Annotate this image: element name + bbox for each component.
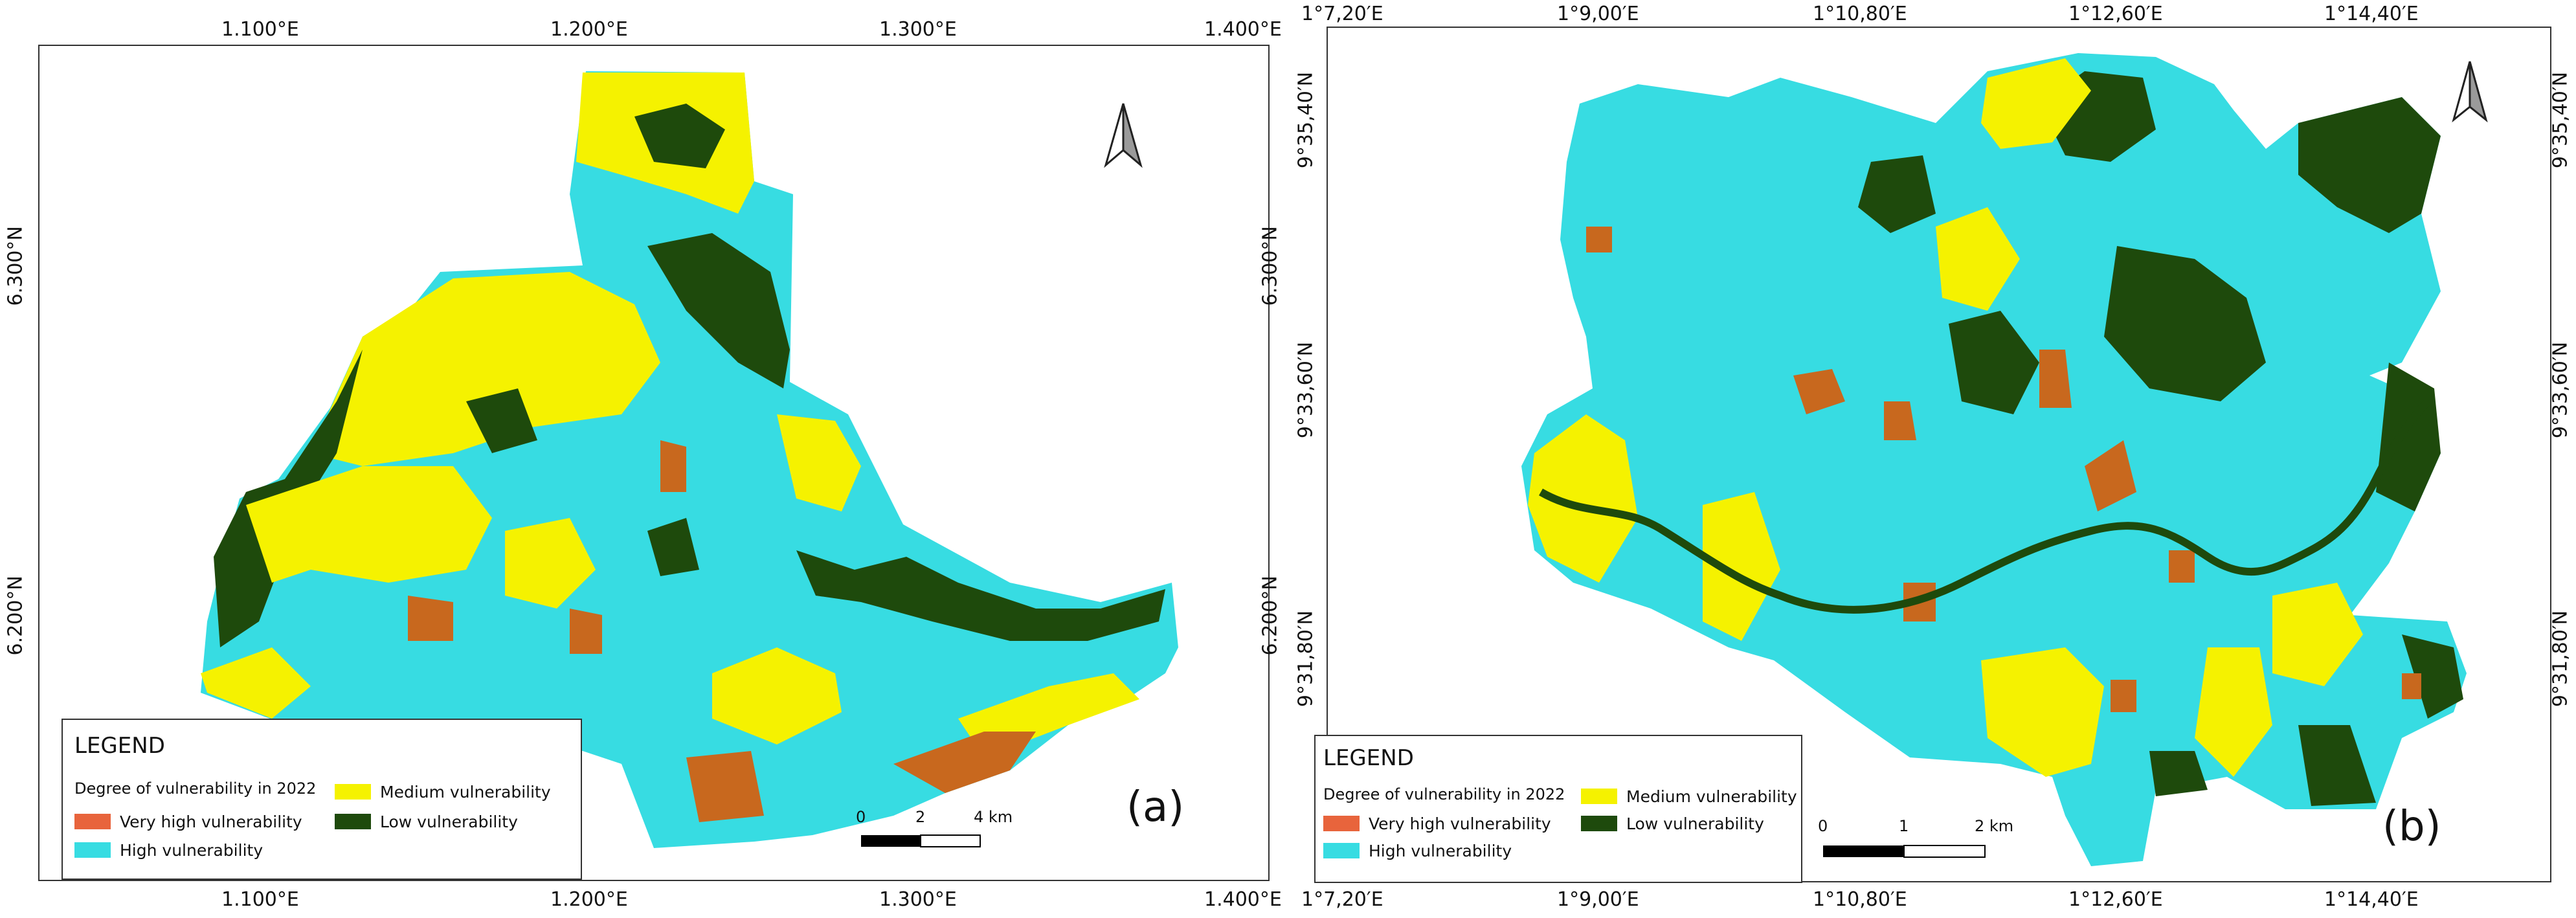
lon-tick: 1°10,80′E <box>1813 3 1907 25</box>
legend-label: High vulnerability <box>120 840 263 860</box>
legend-item-very-high: Very high vulnerability <box>74 812 302 831</box>
legend-subtitle: Degree of vulnerability in 2022 <box>74 779 317 798</box>
scale-label: 0 <box>856 808 866 826</box>
lon-tick: 1°9,00′E <box>1557 3 1639 25</box>
lat-tick: 9°33,60′N <box>2549 341 2572 439</box>
legend-item-high: High vulnerability <box>1323 841 1512 860</box>
lon-tick: 1.400°E <box>1204 888 1282 911</box>
lon-tick: 1.400°E <box>1204 18 1282 41</box>
lat-tick: 6.300°N <box>1259 226 1282 306</box>
legend-subtitle: Degree of vulnerability in 2022 <box>1323 785 1565 803</box>
legend-item-medium: Medium vulnerability <box>335 782 551 801</box>
vulnerability-patches-a <box>201 73 1165 822</box>
lon-tick: 1.300°E <box>879 18 957 41</box>
lat-tick: 9°31,80′N <box>1294 610 1317 708</box>
legend-label: Very high vulnerability <box>120 812 302 831</box>
legend-label: Very high vulnerability <box>1369 814 1551 833</box>
scale-bar-b <box>1823 845 1986 858</box>
scale-label: 2 <box>915 808 926 826</box>
lat-tick: 6.200°N <box>4 576 27 656</box>
swatch-very-high <box>1323 816 1360 831</box>
lat-tick: 9°35,40′N <box>2549 71 2572 169</box>
scale-label: 1 <box>1899 817 1909 835</box>
legend-item-very-high: Very high vulnerability <box>1323 814 1551 833</box>
panel-label-a: (a) <box>1126 783 1185 831</box>
legend-title: LEGEND <box>74 733 165 759</box>
swatch-low <box>335 814 371 829</box>
scale-label: 2 km <box>1975 817 2014 835</box>
panel-label-b: (b) <box>2382 803 2441 851</box>
lon-tick: 1°9,00′E <box>1557 888 1639 911</box>
swatch-high <box>1323 843 1360 858</box>
scale-bar-a <box>861 834 981 847</box>
scale-label: 4 km <box>974 808 1013 826</box>
scale-label: 0 <box>1818 817 1828 835</box>
lon-tick: 1°14,40′E <box>2324 3 2419 25</box>
lon-tick: 1°7,20′E <box>1301 3 1383 25</box>
vulnerability-patches-b <box>1528 58 2463 806</box>
lon-tick: 1.200°E <box>550 18 628 41</box>
north-arrow-icon-b <box>2452 61 2488 123</box>
swatch-very-high <box>74 814 111 829</box>
lat-tick: 9°33,60′N <box>1294 341 1317 439</box>
legend-label: Medium vulnerability <box>380 782 551 801</box>
legend-item-low: Low vulnerability <box>1581 814 1764 833</box>
study-area-a <box>201 71 1178 848</box>
legend-item-medium: Medium vulnerability <box>1581 787 1797 806</box>
legend-label: Low vulnerability <box>380 812 518 831</box>
legend-item-high: High vulnerability <box>74 840 263 860</box>
legend-label: Low vulnerability <box>1626 814 1764 833</box>
lon-tick: 1.200°E <box>550 888 628 911</box>
swatch-medium <box>335 784 371 800</box>
legend-item-low: Low vulnerability <box>335 812 518 831</box>
map-b-canvas <box>1327 27 2551 882</box>
legend-b: LEGEND Degree of vulnerability in 2022 V… <box>1314 735 1802 883</box>
lon-tick: 1°10,80′E <box>1813 888 1907 911</box>
map-panel-b: 1°7,20′E 1°9,00′E 1°10,80′E 1°12,60′E 1°… <box>1288 0 2576 918</box>
lon-tick: 1.100°E <box>221 888 299 911</box>
legend-label: High vulnerability <box>1369 841 1512 860</box>
lat-tick: 6.300°N <box>4 226 27 306</box>
lon-tick: 1°12,60′E <box>2068 3 2163 25</box>
lon-tick: 1.300°E <box>879 888 957 911</box>
lat-tick: 9°35,40′N <box>1294 71 1317 169</box>
lat-tick: 9°31,80′N <box>2549 610 2572 708</box>
lon-tick: 1.100°E <box>221 18 299 41</box>
north-arrow-icon-a <box>1104 103 1143 168</box>
legend-a: LEGEND Degree of vulnerability in 2022 V… <box>62 719 582 880</box>
lon-tick: 1°12,60′E <box>2068 888 2163 911</box>
lon-tick: 1°14,40′E <box>2324 888 2419 911</box>
swatch-medium <box>1581 789 1617 804</box>
legend-label: Medium vulnerability <box>1626 787 1797 806</box>
lat-tick: 6.200°N <box>1259 576 1282 656</box>
map-panel-a: 1.100°E 1.200°E 1.300°E 1.400°E 1.100°E … <box>0 0 1285 918</box>
river-b <box>1539 398 2431 614</box>
map-a-canvas <box>38 45 1270 881</box>
swatch-low <box>1581 816 1617 831</box>
swatch-high <box>74 842 111 858</box>
legend-title: LEGEND <box>1323 745 1414 771</box>
lon-tick: 1°7,20′E <box>1301 888 1383 911</box>
